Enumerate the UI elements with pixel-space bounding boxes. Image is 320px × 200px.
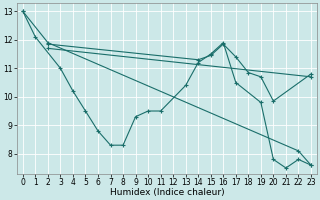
X-axis label: Humidex (Indice chaleur): Humidex (Indice chaleur) <box>109 188 224 197</box>
